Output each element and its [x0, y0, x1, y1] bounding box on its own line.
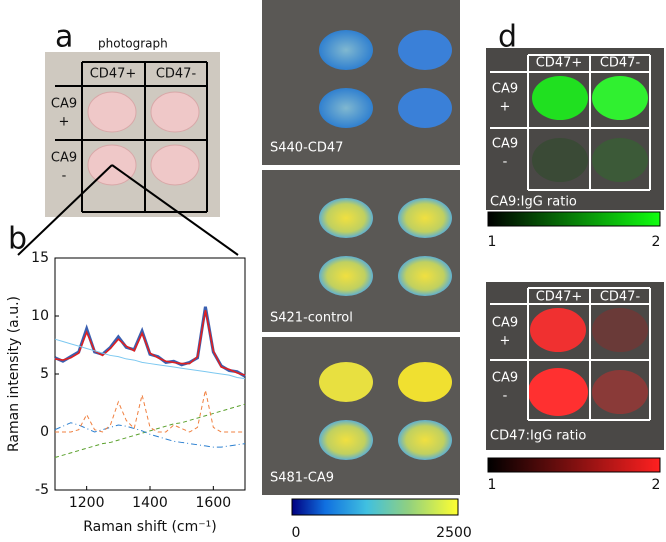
row-sign: + — [500, 100, 511, 115]
y-tick-label: 0 — [40, 424, 49, 440]
row-sign: - — [62, 169, 67, 184]
colorbar-tick-label: 2 — [652, 234, 661, 250]
row-sign: - — [503, 389, 508, 404]
panel-letter: b — [8, 222, 27, 257]
row-sign: - — [503, 155, 508, 170]
image — [486, 48, 664, 210]
series-line — [55, 390, 245, 433]
column-label: CD47- — [600, 56, 641, 71]
series-line — [54, 338, 246, 380]
column-label: CD47- — [156, 67, 197, 82]
row-label: CA9 — [492, 82, 518, 97]
column-label: CD47- — [600, 290, 641, 305]
row-label: CA9 — [492, 137, 518, 152]
colorbar-tick-label: 2500 — [436, 525, 472, 541]
series-line — [54, 403, 246, 458]
y-axis-label: Raman intensity (a.u.) — [6, 296, 22, 452]
photo — [45, 52, 220, 217]
series-line — [54, 422, 246, 448]
x-tick-label: 1200 — [69, 495, 105, 511]
y-tick-label: -5 — [35, 482, 49, 498]
row-label: CA9 — [51, 151, 77, 166]
x-tick-label: 1600 — [196, 495, 232, 511]
panel-letter: d — [498, 20, 517, 55]
colorbar-tick-label: 2 — [652, 477, 661, 493]
panel-letter: a — [55, 20, 73, 55]
zoom-line — [17, 164, 113, 256]
colorbar — [291, 498, 459, 516]
droplets — [87, 91, 200, 186]
panel-title: photograph — [98, 37, 168, 51]
row-sign: + — [59, 115, 70, 130]
plot-frame — [54, 257, 246, 491]
colorbar — [487, 211, 661, 227]
row-sign: + — [500, 334, 511, 349]
row-label: CA9 — [492, 316, 518, 331]
y-tick-label: 10 — [31, 308, 49, 324]
y-tick-label: 15 — [31, 250, 49, 266]
image — [262, 337, 460, 495]
colorbar-tick-label: 1 — [488, 477, 497, 493]
image — [262, 170, 460, 332]
column-label: CD47+ — [536, 56, 583, 71]
caption: CA9:IgG ratio — [490, 195, 577, 210]
column-label: CD47+ — [90, 67, 137, 82]
row-label: CA9 — [51, 97, 77, 112]
zoom-line — [111, 164, 239, 256]
image-label: S440-CD47 — [270, 141, 343, 156]
x-tick-label: 1400 — [132, 495, 168, 511]
row-label: CA9 — [492, 371, 518, 386]
colorbar-tick-label: 0 — [292, 525, 301, 541]
colorbar-tick-label: 1 — [488, 234, 497, 250]
image-label: S481-CA9 — [270, 471, 334, 486]
y-tick-label: 5 — [40, 366, 49, 382]
image-label: S421-control — [270, 311, 353, 326]
image — [262, 0, 460, 165]
x-axis-label: Raman shift (cm⁻¹) — [83, 519, 216, 535]
column-label: CD47+ — [536, 290, 583, 305]
plot: -5 0 5 10 15 1200 1400 1600 — [31, 250, 246, 511]
photo-grid — [55, 61, 208, 213]
caption: CD47:IgG ratio — [490, 429, 586, 444]
series-line — [54, 310, 246, 376]
image — [486, 282, 664, 450]
panel-d-labels: CD47+ CD47- CA9 + CA9 - CA9:IgG ratio CD47+ CD47… — [490, 56, 640, 444]
colorbar — [487, 457, 661, 473]
